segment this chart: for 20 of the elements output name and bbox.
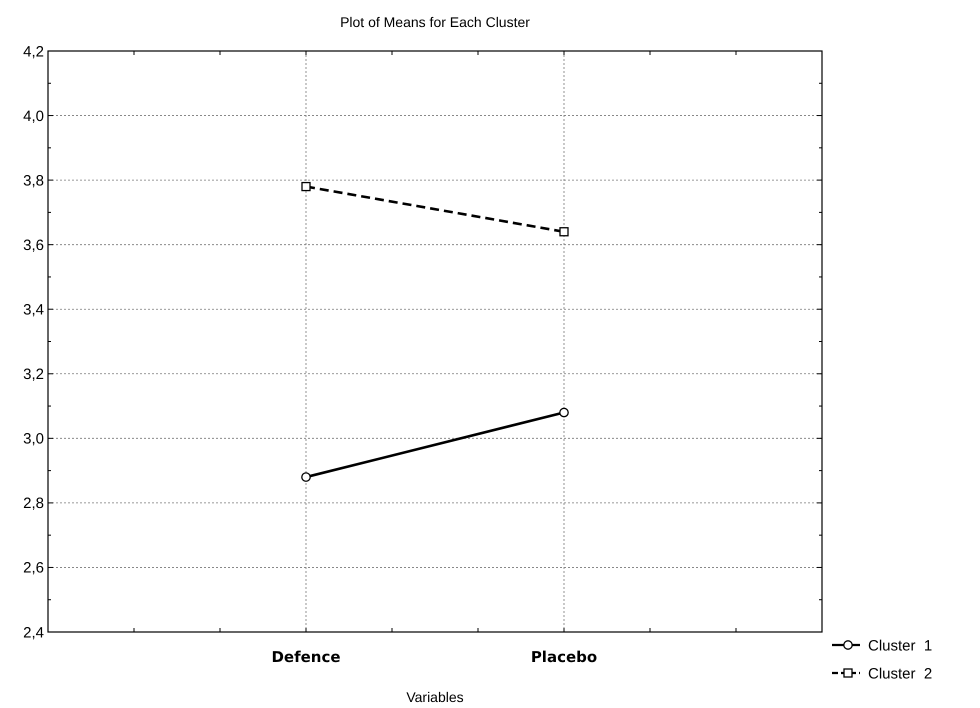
point — [559, 227, 569, 236]
chart-title: Plot of Means for Each Cluster — [340, 14, 530, 30]
x-tick-label: Placebo — [530, 648, 598, 666]
y-tick-label: 2,4 — [23, 624, 44, 642]
legend-label: Cluster 2 — [868, 665, 932, 682]
y-tick-label: 2,6 — [23, 560, 44, 577]
y-tick-label: 3,6 — [23, 236, 44, 254]
point — [301, 182, 311, 192]
y-tick-label: 3,0 — [23, 430, 44, 448]
point — [559, 408, 569, 418]
y-tick-label: 2,8 — [23, 495, 44, 512]
y-tick-label: 4,0 — [23, 108, 44, 125]
y-tick-label: 3,4 — [23, 301, 44, 318]
legend-label: Cluster 1 — [868, 637, 932, 654]
point — [301, 472, 311, 482]
y-tick-label: 3,8 — [23, 172, 44, 190]
y-tick-label: 4,2 — [23, 43, 44, 60]
x-tick-label: Defence — [271, 648, 341, 666]
y-tick-label: 3,2 — [23, 366, 44, 384]
x-axis-title: Variables — [406, 689, 464, 705]
